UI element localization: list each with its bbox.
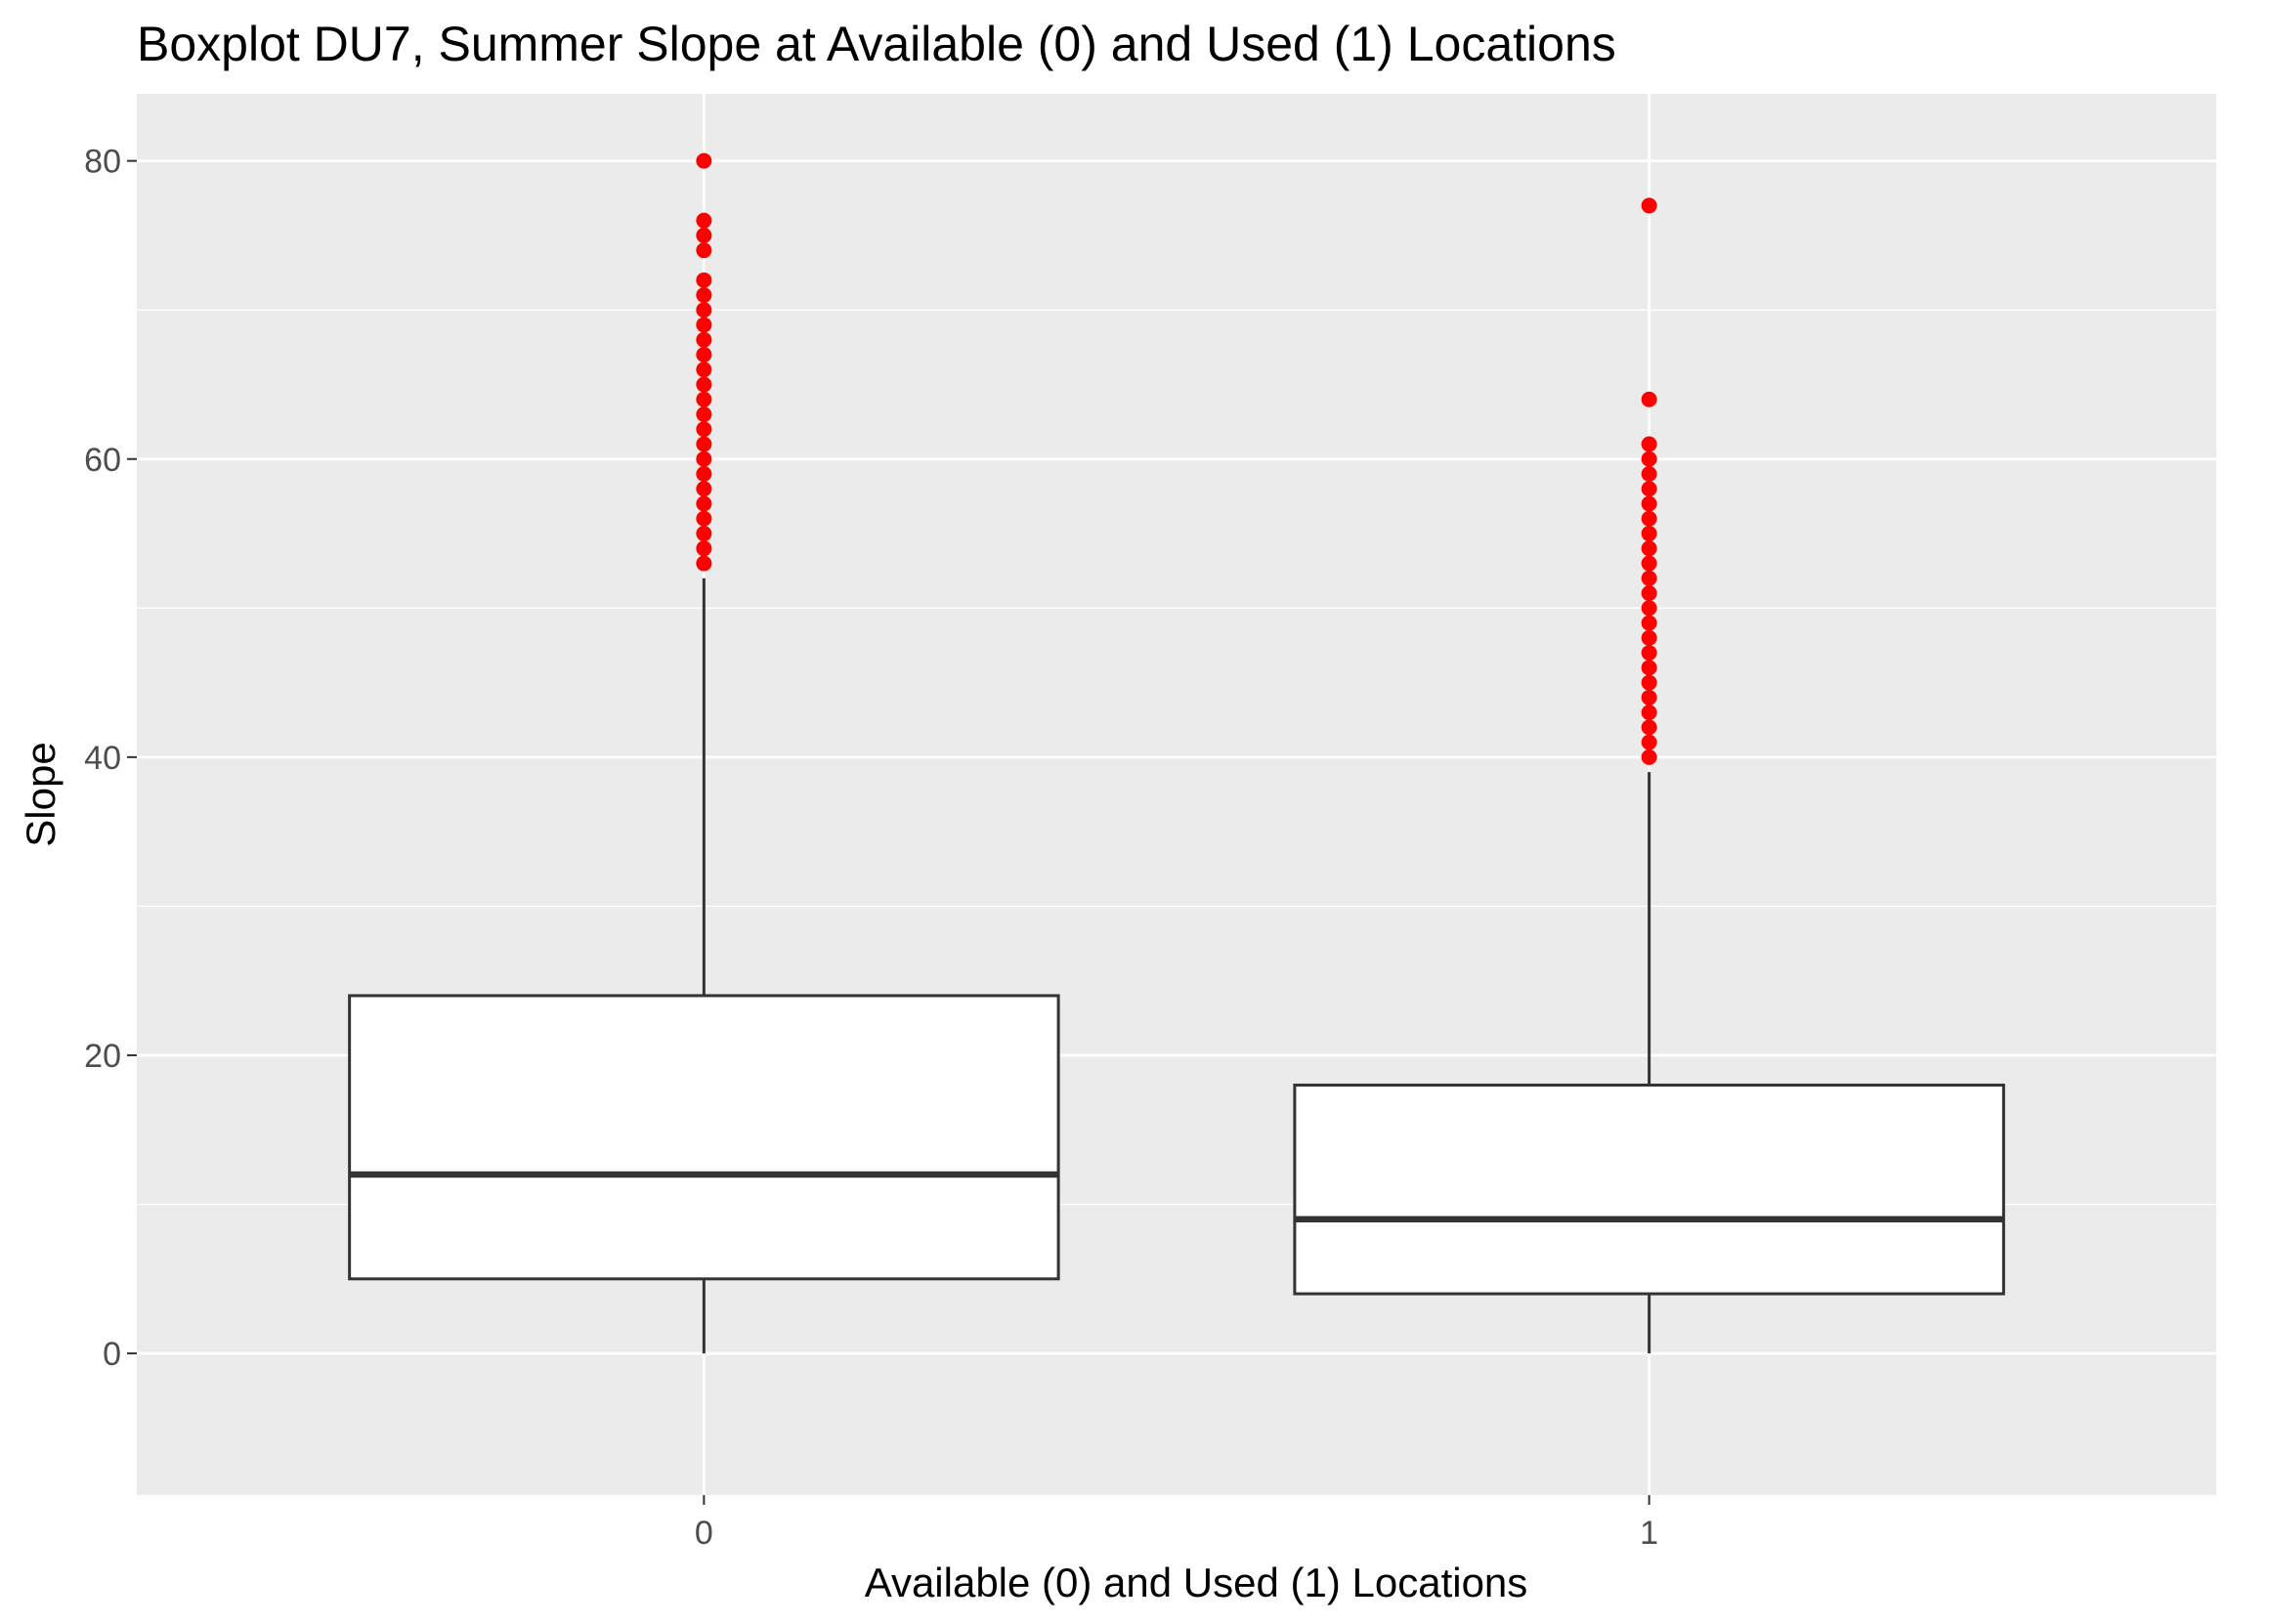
outlier-point	[696, 450, 712, 467]
outlier-point	[1641, 450, 1657, 467]
outlier-point	[1641, 466, 1657, 483]
y-tick-label: 40	[84, 740, 121, 777]
box-group-0	[348, 152, 1060, 1354]
outlier-point	[696, 466, 712, 483]
outlier-point	[1641, 540, 1657, 557]
outlier-point	[1641, 734, 1657, 750]
outlier-point	[696, 421, 712, 438]
outlier-point	[696, 555, 712, 572]
y-tick-label: 80	[84, 144, 121, 181]
outlier-point	[696, 272, 712, 288]
box-group-1	[1293, 197, 2005, 1354]
boxes	[348, 152, 2005, 1354]
outlier-point	[1641, 660, 1657, 676]
x-axis-title: Available (0) and Used (1) Locations	[865, 1560, 1528, 1605]
y-tick-label: 20	[84, 1038, 121, 1075]
outlier-point	[696, 242, 712, 259]
outlier-point	[1641, 495, 1657, 512]
outlier-point	[696, 362, 712, 378]
y-axis-title: Slope	[18, 742, 64, 846]
outlier-point	[1641, 600, 1657, 617]
outlier-point	[1641, 526, 1657, 542]
outlier-point	[696, 376, 712, 393]
outlier-point	[1641, 510, 1657, 527]
outlier-point	[1641, 436, 1657, 452]
outlier-point	[696, 540, 712, 557]
y-axis: 0 20 40 60 80	[84, 144, 137, 1373]
y-tick-label: 60	[84, 442, 121, 479]
y-tick-label: 0	[103, 1336, 121, 1373]
outlier-point	[1641, 615, 1657, 631]
outlier-point	[696, 152, 712, 169]
outlier-point	[696, 481, 712, 497]
outlier-point	[1641, 705, 1657, 721]
outlier-point	[1641, 645, 1657, 662]
outlier-point	[1641, 481, 1657, 497]
outlier-point	[1641, 391, 1657, 407]
outlier-point	[696, 406, 712, 422]
outlier-point	[696, 436, 712, 452]
outlier-point	[696, 510, 712, 527]
x-tick-label: 0	[695, 1515, 713, 1552]
outlier-point	[696, 331, 712, 348]
outlier-point	[1641, 629, 1657, 646]
outlier-point	[1641, 689, 1657, 705]
outlier-point	[1641, 674, 1657, 691]
outlier-point	[1641, 197, 1657, 214]
chart-title: Boxplot DU7, Summer Slope at Available (…	[137, 17, 1616, 71]
box	[348, 994, 1060, 1281]
x-tick-label: 1	[1640, 1515, 1658, 1552]
outlier-point	[696, 346, 712, 363]
outlier-point	[696, 526, 712, 542]
outlier-point	[696, 302, 712, 319]
outlier-point	[1641, 748, 1657, 765]
outlier-point	[1641, 555, 1657, 572]
outlier-point	[696, 391, 712, 407]
outlier-point	[696, 317, 712, 333]
outlier-point	[1641, 719, 1657, 736]
outlier-point	[696, 286, 712, 303]
outlier-point	[1641, 585, 1657, 602]
box	[1293, 1083, 2005, 1296]
outlier-point	[696, 495, 712, 512]
outlier-point	[696, 212, 712, 229]
outlier-point	[696, 227, 712, 243]
outlier-point	[1641, 570, 1657, 586]
